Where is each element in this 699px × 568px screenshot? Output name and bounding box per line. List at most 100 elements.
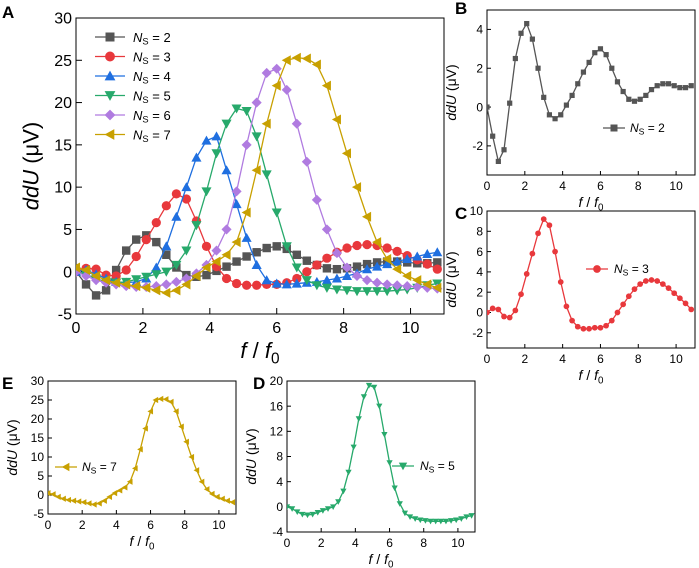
data-point-ns7: [224, 497, 230, 504]
data-point-ns3: [586, 325, 592, 332]
data-point-ns5: [468, 513, 475, 519]
y-tick-label: 0: [276, 500, 283, 514]
legend-marker: [105, 51, 115, 62]
y-tick-label: 4: [476, 23, 483, 37]
plot-area: [487, 20, 694, 165]
data-point-ns3: [620, 301, 627, 308]
x-tick-label: 4: [559, 352, 566, 366]
data-point-ns5: [382, 287, 393, 297]
data-point-ns5: [299, 511, 306, 518]
data-point-ns3: [111, 271, 121, 281]
legend-marker: [593, 265, 601, 273]
data-point-ns7: [211, 256, 221, 267]
plot-area: [487, 216, 695, 332]
data-point-ns6: [80, 270, 92, 281]
x-tick-label: 0: [484, 179, 491, 193]
data-point-ns6: [241, 139, 252, 150]
data-point-ns7: [132, 465, 138, 472]
data-point-ns7: [201, 262, 211, 273]
legend-marker: [398, 462, 408, 471]
data-point-ns2: [501, 147, 507, 153]
data-point-ns7: [402, 270, 412, 281]
data-point-ns4: [241, 232, 252, 242]
data-point-ns5: [141, 272, 152, 282]
x-tick-label: 2: [79, 518, 86, 532]
data-point-ns4: [171, 211, 182, 221]
x-tick-label: 0: [484, 352, 491, 366]
plot-frame: [47, 380, 237, 515]
data-point-ns6: [382, 279, 393, 290]
data-point-ns3: [342, 243, 352, 253]
data-point-ns3: [671, 290, 678, 297]
data-point-ns7: [121, 484, 128, 491]
data-point-ns7: [203, 486, 210, 493]
data-point-ns5: [211, 149, 222, 159]
data-point-ns7: [362, 211, 372, 222]
data-point-ns2: [546, 112, 552, 118]
panel-letter: D: [253, 374, 265, 393]
data-point-ns2: [81, 280, 91, 289]
data-point-ns7: [432, 282, 442, 293]
panel-b: 0 2 4 6 8 10 -2 0 2 4 f / f0 ddU (μV) B NS = 2: [443, 0, 696, 214]
x-tick-label: 10: [212, 518, 226, 532]
data-point-ns5: [355, 416, 362, 422]
x-axis-label: f / f0: [579, 194, 604, 214]
series-line-ns3: [487, 217, 692, 330]
data-point-ns2: [232, 257, 241, 266]
data-point-ns2: [575, 81, 581, 87]
data-point-ns5: [401, 510, 409, 517]
data-point-ns3: [489, 305, 496, 312]
data-point-ns6: [422, 282, 433, 293]
data-point-ns3: [141, 234, 151, 245]
y-tick-label: 6: [476, 245, 483, 259]
y-tick-label: 30: [54, 11, 72, 28]
data-point-ns2: [91, 291, 101, 300]
plot-frame: [75, 17, 445, 315]
data-point-ns5: [386, 460, 393, 466]
data-point-ns7: [70, 497, 77, 504]
y-tick-label: 16: [270, 399, 284, 413]
data-point-ns3: [523, 271, 530, 277]
data-point-ns2: [352, 262, 362, 271]
data-point-ns2: [558, 112, 564, 118]
data-point-ns6: [351, 270, 363, 281]
data-point-ns5: [391, 485, 398, 492]
data-point-ns7: [121, 279, 131, 290]
data-point-ns7: [341, 148, 352, 159]
x-tick-label: 6: [597, 179, 604, 193]
data-point-ns6: [271, 63, 282, 74]
x-tick-label: 0: [45, 518, 52, 532]
data-point-ns2: [592, 50, 598, 56]
data-point-ns7: [311, 59, 321, 70]
data-point-ns6: [291, 118, 302, 129]
x-tick-label: 10: [451, 536, 465, 550]
data-point-ns5: [340, 488, 347, 495]
data-point-ns7: [221, 249, 231, 260]
data-point-ns3: [322, 253, 332, 263]
y-tick-label: 12: [270, 425, 284, 439]
plot-area: [76, 52, 443, 300]
x-tick-label: 8: [181, 518, 188, 532]
data-point-ns7: [181, 279, 191, 290]
legend-marker: [105, 32, 115, 42]
data-point-ns7: [60, 495, 66, 502]
data-point-ns5: [365, 382, 373, 389]
y-tick-label: 20: [54, 95, 72, 112]
data-point-ns3: [91, 264, 101, 274]
x-tick-label: 8: [635, 179, 642, 193]
data-point-ns7: [183, 438, 189, 445]
x-axis-label: f / f0: [369, 551, 394, 568]
data-point-ns7: [382, 253, 392, 265]
y-tick-label: 25: [31, 393, 45, 407]
data-point-ns5: [319, 508, 327, 514]
data-point-ns5: [453, 517, 460, 524]
data-point-ns3: [161, 201, 171, 211]
panel-letter: E: [2, 374, 13, 393]
y-tick-label: 5: [37, 469, 44, 483]
data-point-ns3: [392, 246, 402, 257]
data-point-ns7: [50, 491, 56, 498]
data-point-ns6: [211, 245, 222, 256]
data-point-ns7: [111, 277, 121, 288]
data-point-ns2: [152, 237, 161, 247]
